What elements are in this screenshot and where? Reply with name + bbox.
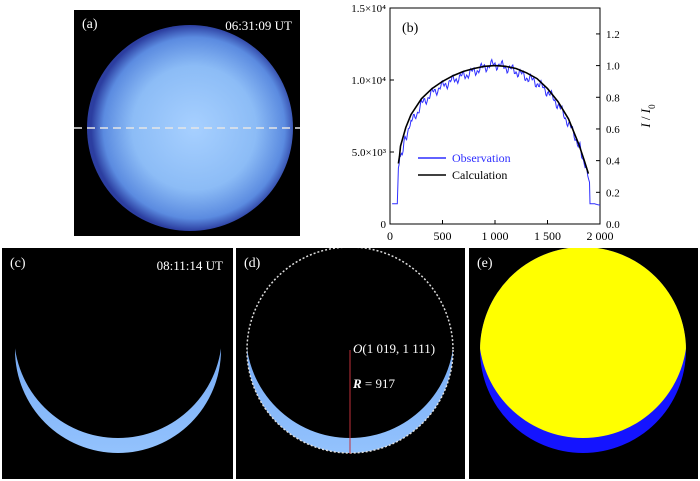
- y-right-tick-label: 0.4: [606, 156, 620, 168]
- y-left-tick-label: 0: [381, 219, 387, 231]
- y-left-tick-label: 5.0×10³: [352, 147, 387, 159]
- solar-disk: [87, 25, 293, 231]
- y-right-tick-label: 0.6: [606, 124, 620, 136]
- panel-a: (a) 06:31:09 UT: [74, 10, 300, 236]
- legend-calculation-label: Calculation: [452, 168, 507, 182]
- plot-frame: [389, 7, 601, 225]
- x-tick-label: 2 000: [587, 229, 614, 243]
- visible-crescent: [2, 248, 233, 479]
- observation-series-line: [392, 58, 601, 206]
- x-tick-label: 1 500: [534, 229, 561, 243]
- y-right-tick-label: 0.2: [606, 187, 620, 199]
- panel-c-label: (c): [10, 256, 26, 271]
- panel-e: (e): [469, 248, 698, 479]
- right-axis-title: I / I0: [638, 104, 657, 129]
- panel-b-label: (b): [402, 21, 419, 36]
- intensity-profile-chart: (b) 0 500 1 000 1 500 2 000 0 5.0×10³ 1.0×10⁴ 1…: [351, 3, 657, 243]
- occultation-mask-image: [480, 248, 686, 453]
- panel-c-timestamp: 08:11:14 UT: [156, 258, 223, 273]
- full-sun-image: [74, 25, 300, 231]
- fitted-circle-image: [236, 248, 465, 479]
- panel-a-label: (a): [82, 17, 98, 32]
- y-right-tick-label: 0.0: [606, 219, 620, 231]
- x-tick-label: 1 000: [482, 229, 509, 243]
- panel-a-timestamp: 06:31:09 UT: [225, 18, 292, 33]
- radius-label: R = 917: [353, 376, 396, 391]
- legend: Observation Calculation: [418, 151, 511, 182]
- y-left-tick-label: 1.5×10⁴: [351, 3, 386, 15]
- occulted-region: [480, 248, 686, 438]
- crescent-sun-image: [2, 248, 233, 479]
- panel-d-label: (d): [244, 256, 261, 271]
- legend-observation-label: Observation: [452, 151, 511, 165]
- y-right-tick-label: 1.0: [606, 61, 620, 73]
- x-tick-label: 0: [387, 229, 393, 243]
- panel-d: (d) O(1 019, 1 111) R = 917: [236, 248, 465, 479]
- center-coordinate-label: O(1 019, 1 111): [353, 341, 436, 356]
- calculation-series-line: [397, 64, 590, 174]
- y-left-tick-label: 1.0×10⁴: [351, 75, 386, 87]
- y-right-tick-label: 1.2: [606, 29, 620, 41]
- panel-e-label: (e): [477, 256, 493, 271]
- panel-c: (c) 08:11:14 UT: [2, 248, 233, 479]
- x-tick-label: 500: [434, 229, 452, 243]
- y-right-tick-label: 0.8: [606, 92, 620, 104]
